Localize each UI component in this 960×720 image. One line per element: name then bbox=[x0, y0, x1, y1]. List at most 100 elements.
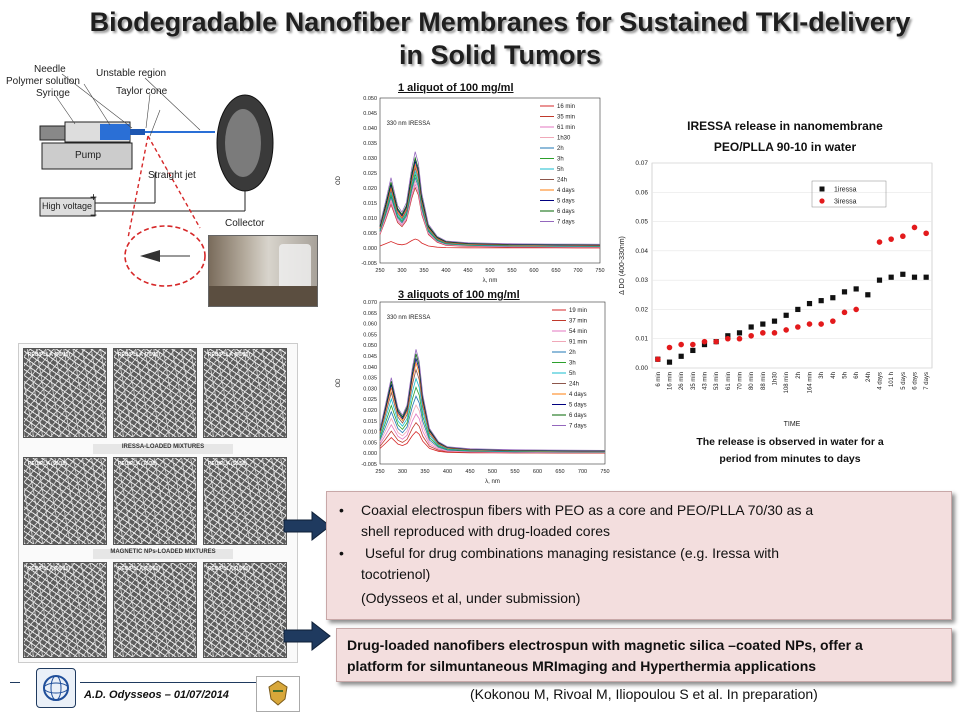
data-point-square bbox=[911, 274, 918, 280]
spectrum-line bbox=[379, 151, 601, 245]
sem-panel: PEO/PLLA (90/10) PEO/PLLA (70/30) PEO/PL… bbox=[18, 343, 298, 663]
data-point-square bbox=[690, 347, 696, 354]
data-point-square bbox=[841, 289, 848, 295]
x-tick-label: 300 bbox=[397, 268, 406, 274]
label-needle: Needle bbox=[34, 64, 66, 75]
y-tick-label: 0.07 bbox=[635, 160, 648, 167]
x-tick-label: 500 bbox=[485, 268, 494, 274]
legend-label: 5h bbox=[569, 371, 576, 377]
x-tick-label: 650 bbox=[551, 268, 560, 274]
data-point-circle bbox=[795, 324, 801, 330]
peak-annotation: 330 nm IRESSA bbox=[387, 315, 431, 321]
y-axis-label: OD bbox=[336, 175, 342, 185]
y-tick-label: 0.070 bbox=[363, 300, 377, 306]
sem-label: PEO/PLLA (10/90) bbox=[208, 566, 251, 572]
y-tick-label: 0.060 bbox=[363, 322, 377, 328]
spectrum-line bbox=[379, 349, 606, 451]
arrow-icon bbox=[283, 620, 331, 652]
bullet1-line-1: Coaxial electrospun fibers with PEO as a… bbox=[361, 502, 814, 518]
y-tick-label: 0.005 bbox=[363, 231, 377, 237]
x-tick-label: 400 bbox=[443, 469, 452, 475]
arrow-icon bbox=[283, 510, 331, 542]
data-point-square bbox=[853, 286, 859, 292]
legend-label: 6 days bbox=[569, 413, 587, 419]
globe-icon bbox=[43, 675, 69, 701]
data-point-circle bbox=[713, 338, 719, 345]
x-tick-label: 400 bbox=[441, 268, 450, 274]
x-tick-label: 650 bbox=[555, 469, 564, 475]
sem-image: PEO/PLLA (10/90) bbox=[203, 562, 287, 658]
electrospinning-schematic bbox=[39, 73, 274, 287]
data-point-square bbox=[748, 324, 754, 330]
y-tick-label: 0.015 bbox=[363, 419, 377, 425]
data-point-square bbox=[736, 330, 743, 336]
x-tick-label: 70 min bbox=[738, 372, 744, 390]
sem-section-iressa: IRESSA-LOADED MIXTURES bbox=[93, 444, 233, 454]
y-tick-label: 0.040 bbox=[363, 126, 377, 132]
data-point-circle bbox=[771, 330, 778, 336]
x-tick-label: 164 min bbox=[808, 372, 814, 393]
label-high-voltage: High voltage bbox=[42, 201, 93, 211]
sem-image: PEO/PLA (70/30) bbox=[113, 457, 197, 545]
sem-label: PEO/PLLA (90/10) bbox=[28, 566, 71, 572]
x-tick-label: 5 days bbox=[901, 372, 907, 390]
bullet-dot-icon: • bbox=[339, 545, 344, 561]
box2-line-2: platform for silmuntaneous MRImaging and… bbox=[347, 658, 817, 674]
bullet2-line-2: tocotrienol) bbox=[361, 566, 431, 582]
x-tick-label: 24h bbox=[866, 372, 872, 382]
data-point-square bbox=[806, 300, 813, 307]
sem-image: PEO/PLLA (70/30) bbox=[113, 348, 197, 438]
box2-line-1: Drug-loaded nanofibers electrospun with … bbox=[347, 637, 863, 653]
legend-label: 3iressa bbox=[834, 199, 857, 206]
data-point-square bbox=[888, 274, 894, 280]
data-point-square bbox=[678, 353, 684, 359]
sem-label: PEO/PLA (50/50) bbox=[208, 461, 247, 467]
sem-label: PEO/PLLA (50/50) bbox=[118, 566, 161, 572]
title-line-1: Biodegradable Nanofiber Membranes for Su… bbox=[89, 7, 911, 37]
x-tick-label: 3h bbox=[819, 372, 825, 379]
data-point-square bbox=[830, 295, 836, 301]
legend-label: 5 days bbox=[557, 199, 575, 205]
data-point-square bbox=[876, 277, 883, 283]
sem-image: PEO/PLLA (50/50) bbox=[113, 562, 197, 658]
label-collector: Collector bbox=[225, 218, 265, 229]
legend-label: 3h bbox=[557, 157, 564, 163]
x-tick-label: 4 days bbox=[878, 372, 884, 390]
x-tick-label: 108 min bbox=[784, 372, 790, 393]
legend-label: 2h bbox=[569, 350, 576, 356]
legend-label: 5 days bbox=[569, 403, 587, 409]
bullet1-line-2: shell reproduced with drug-loaded cores bbox=[361, 523, 611, 539]
x-tick-label: 250 bbox=[375, 268, 384, 274]
legend-label: 91 min bbox=[569, 340, 587, 346]
y-tick-label: 0.045 bbox=[363, 354, 377, 360]
y-tick-label: 0.020 bbox=[363, 408, 377, 414]
y-tick-label: 0.000 bbox=[363, 451, 377, 457]
label-pump: Pump bbox=[75, 150, 102, 161]
x-tick-label: 53 min bbox=[714, 372, 720, 390]
label-polymer-solution: Polymer solution bbox=[6, 76, 80, 87]
data-point-square bbox=[725, 333, 731, 339]
peak-annotation: 330 nm IRESSA bbox=[387, 121, 431, 127]
data-point-circle bbox=[806, 321, 813, 327]
label-plus: + bbox=[90, 190, 98, 204]
spectrum-line bbox=[379, 238, 600, 249]
poster-title: Biodegradable Nanofiber Membranes for Su… bbox=[40, 6, 960, 72]
government-logo-icon bbox=[256, 676, 300, 712]
legend-label: 1h30 bbox=[557, 136, 571, 142]
y-tick-label: 0.025 bbox=[363, 397, 377, 403]
plot-area bbox=[651, 162, 933, 369]
data-point-circle bbox=[736, 335, 743, 342]
y-tick-label: 0.010 bbox=[363, 430, 377, 436]
legend-label: 61 min bbox=[557, 125, 575, 131]
x-tick-label: 450 bbox=[465, 469, 474, 475]
data-point-square bbox=[865, 292, 871, 298]
title-line-2: in Solid Tumors bbox=[399, 40, 601, 70]
y-tick-label: 0.00 bbox=[635, 365, 648, 372]
x-tick-label: 600 bbox=[533, 469, 542, 475]
photo-base bbox=[209, 286, 317, 306]
spectrum-chart-2: 250 300 350 400 450 500 550 600 650 700 750 -0.005 0… bbox=[336, 300, 610, 485]
legend-label: 4 days bbox=[557, 188, 575, 194]
data-point-circle bbox=[655, 356, 661, 363]
y-tick-label: 0.04 bbox=[635, 248, 648, 255]
legend-label: 5h bbox=[557, 167, 564, 173]
